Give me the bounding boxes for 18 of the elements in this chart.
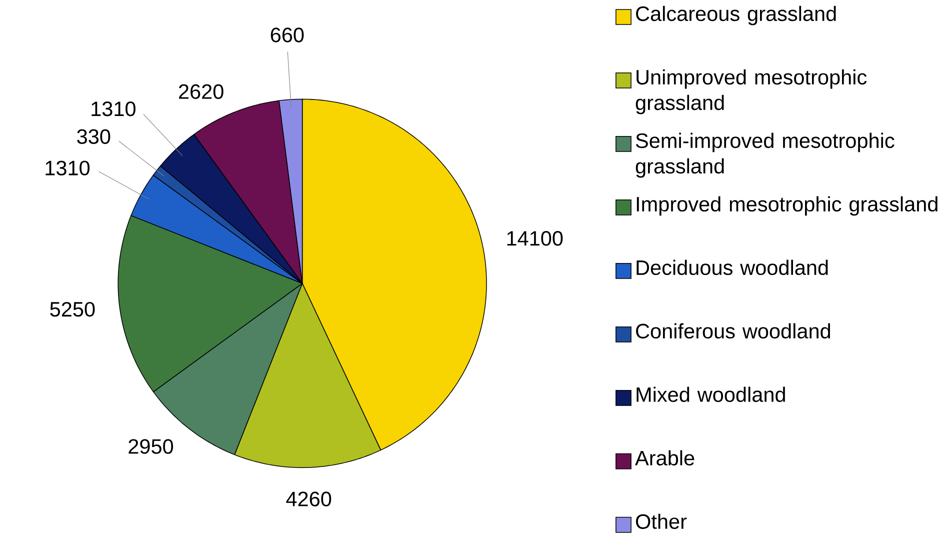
data-label: 5250 (50, 302, 95, 316)
legend-label: Other (636, 514, 687, 529)
data-label: 4260 (286, 491, 332, 506)
data-label: 1310 (46, 160, 90, 176)
legend-label: Semi-improved mesotrophic grassland (636, 132, 894, 178)
legend-label: Arable (635, 450, 694, 466)
data-label: 1310 (92, 101, 136, 116)
legend-label: Mixed woodland (636, 386, 785, 402)
legend-label: Coniferous woodland (636, 323, 830, 338)
legend-label: Deciduous woodland (636, 260, 828, 275)
data-label: 330 (77, 129, 110, 144)
data-label: 660 (270, 27, 304, 42)
legend-label: Improved mesotrophic grassland (636, 196, 938, 216)
data-label: 2950 (128, 438, 174, 454)
legend-label: Unimproved mesotrophic grassland (636, 69, 867, 114)
legend-label: Calcareous grassland (636, 6, 836, 26)
data-label: 14100 (507, 230, 563, 246)
data-label: 2620 (179, 84, 224, 99)
